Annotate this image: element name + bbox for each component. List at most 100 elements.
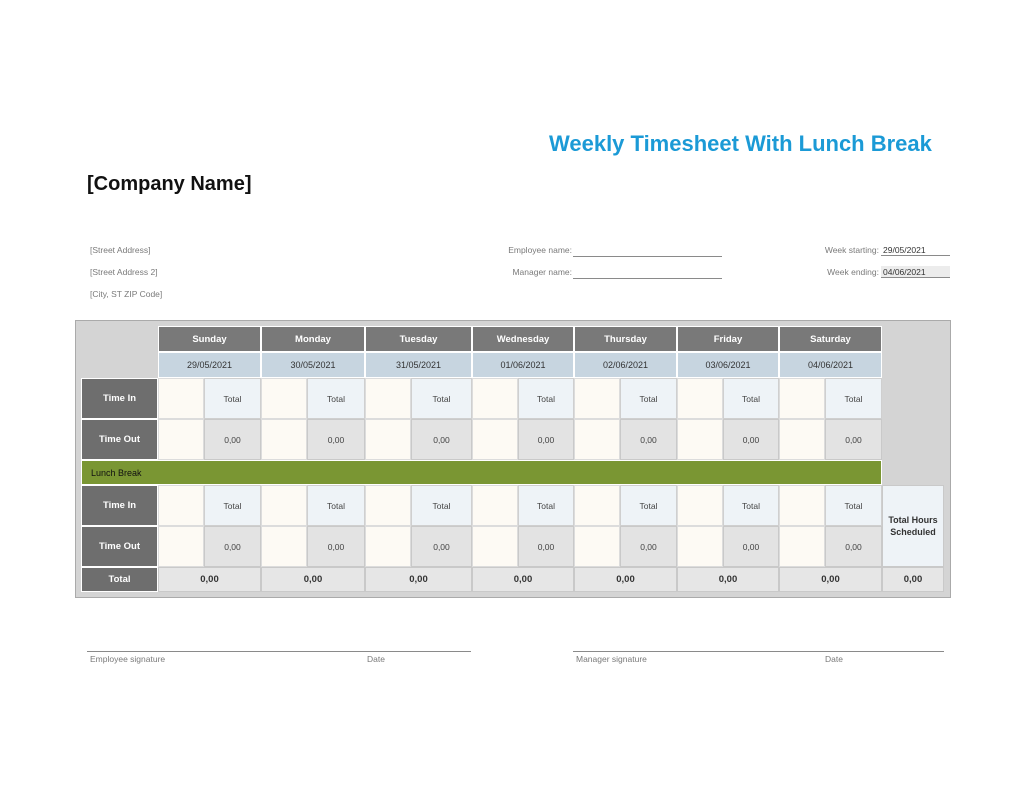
manager-signature-label: Manager signature xyxy=(576,654,647,664)
city-state-zip: [City, ST ZIP Code] xyxy=(90,289,163,299)
daily-total: 0,00 xyxy=(677,567,779,592)
hours-value-cell: 0,00 xyxy=(620,526,677,567)
total-label-cell: Total xyxy=(723,378,779,419)
time-in-input[interactable] xyxy=(677,485,723,526)
day-header: Tuesday xyxy=(365,326,472,352)
day-header: Friday xyxy=(677,326,779,352)
hours-value-cell: 0,00 xyxy=(825,419,882,460)
time-out-input[interactable] xyxy=(779,419,825,460)
total-label-cell: Total xyxy=(620,485,677,526)
daily-total: 0,00 xyxy=(574,567,677,592)
employee-date-label: Date xyxy=(367,654,385,664)
company-name: [Company Name] xyxy=(87,173,252,195)
time-in-input[interactable] xyxy=(574,378,620,419)
page-title: Weekly Timesheet With Lunch Break xyxy=(549,131,932,156)
total-label-cell: Total xyxy=(825,485,882,526)
time-out-input[interactable] xyxy=(158,526,204,567)
total-label-cell: Total xyxy=(723,485,779,526)
time-out-input[interactable] xyxy=(779,526,825,567)
day-header: Wednesday xyxy=(472,326,574,352)
total-label-cell: Total xyxy=(204,485,261,526)
time-out-input[interactable] xyxy=(574,526,620,567)
lunch-break-row: Lunch Break xyxy=(81,460,882,485)
time-in-input[interactable] xyxy=(574,485,620,526)
manager-signature-line[interactable] xyxy=(573,651,944,666)
time-in-input[interactable] xyxy=(472,378,518,419)
time-in-input[interactable] xyxy=(779,485,825,526)
date-header: 29/05/2021 xyxy=(158,352,261,378)
daily-total: 0,00 xyxy=(472,567,574,592)
row-label-time-out: Time Out xyxy=(81,526,158,567)
week-starting-field[interactable]: 29/05/2021 xyxy=(881,244,950,256)
time-in-input[interactable] xyxy=(261,485,307,526)
manager-date-label: Date xyxy=(825,654,843,664)
daily-total: 0,00 xyxy=(261,567,365,592)
time-in-input[interactable] xyxy=(261,378,307,419)
time-in-input[interactable] xyxy=(779,378,825,419)
hours-value-cell: 0,00 xyxy=(723,526,779,567)
time-out-input[interactable] xyxy=(472,419,518,460)
hours-value-cell: 0,00 xyxy=(825,526,882,567)
date-header: 04/06/2021 xyxy=(779,352,882,378)
hours-value-cell: 0,00 xyxy=(518,526,574,567)
day-header: Saturday xyxy=(779,326,882,352)
hours-value-cell: 0,00 xyxy=(307,526,365,567)
date-header: 03/06/2021 xyxy=(677,352,779,378)
manager-name-field[interactable] xyxy=(573,266,722,279)
total-label-cell: Total xyxy=(620,378,677,419)
day-header: Sunday xyxy=(158,326,261,352)
time-in-input[interactable] xyxy=(158,485,204,526)
total-label-cell: Total xyxy=(518,378,574,419)
hours-value-cell: 0,00 xyxy=(307,419,365,460)
time-in-input[interactable] xyxy=(472,485,518,526)
total-label-cell: Total xyxy=(307,378,365,419)
hours-value-cell: 0,00 xyxy=(723,419,779,460)
total-label-cell: Total xyxy=(307,485,365,526)
day-header: Monday xyxy=(261,326,365,352)
time-out-input[interactable] xyxy=(677,419,723,460)
date-header: 02/06/2021 xyxy=(574,352,677,378)
time-out-input[interactable] xyxy=(261,419,307,460)
employee-name-field[interactable] xyxy=(573,244,722,257)
time-out-input[interactable] xyxy=(158,419,204,460)
total-hours-label: Total Hours Scheduled xyxy=(882,485,944,567)
daily-total: 0,00 xyxy=(779,567,882,592)
week-ending-field[interactable]: 04/06/2021 xyxy=(881,266,950,278)
time-in-input[interactable] xyxy=(158,378,204,419)
hours-value-cell: 0,00 xyxy=(204,419,261,460)
employee-signature-line[interactable] xyxy=(87,651,471,666)
manager-name-label: Manager name: xyxy=(512,267,572,277)
time-out-input[interactable] xyxy=(677,526,723,567)
employee-name-label: Employee name: xyxy=(508,245,572,255)
time-out-input[interactable] xyxy=(365,526,411,567)
time-out-input[interactable] xyxy=(365,419,411,460)
hours-value-cell: 0,00 xyxy=(204,526,261,567)
hours-value-cell: 0,00 xyxy=(518,419,574,460)
time-in-input[interactable] xyxy=(365,485,411,526)
time-out-input[interactable] xyxy=(574,419,620,460)
time-in-input[interactable] xyxy=(365,378,411,419)
date-header: 01/06/2021 xyxy=(472,352,574,378)
total-label-cell: Total xyxy=(411,378,472,419)
total-label-cell: Total xyxy=(204,378,261,419)
row-label-time-in: Time In xyxy=(81,378,158,419)
time-in-input[interactable] xyxy=(677,378,723,419)
hours-value-cell: 0,00 xyxy=(411,526,472,567)
time-out-input[interactable] xyxy=(261,526,307,567)
row-label-time-out: Time Out xyxy=(81,419,158,460)
daily-total: 0,00 xyxy=(158,567,261,592)
row-label-total: Total xyxy=(81,567,158,592)
total-label-cell: Total xyxy=(411,485,472,526)
day-header: Thursday xyxy=(574,326,677,352)
daily-total: 0,00 xyxy=(365,567,472,592)
week-starting-label: Week starting: xyxy=(824,245,879,255)
street-address: [Street Address] xyxy=(90,245,151,255)
street-address-2: [Street Address 2] xyxy=(90,267,158,277)
time-out-input[interactable] xyxy=(472,526,518,567)
total-label-cell: Total xyxy=(825,378,882,419)
row-label-time-in: Time In xyxy=(81,485,158,526)
total-label-cell: Total xyxy=(518,485,574,526)
week-ending-label: Week ending: xyxy=(827,267,879,277)
hours-value-cell: 0,00 xyxy=(620,419,677,460)
employee-signature-label: Employee signature xyxy=(90,654,166,664)
